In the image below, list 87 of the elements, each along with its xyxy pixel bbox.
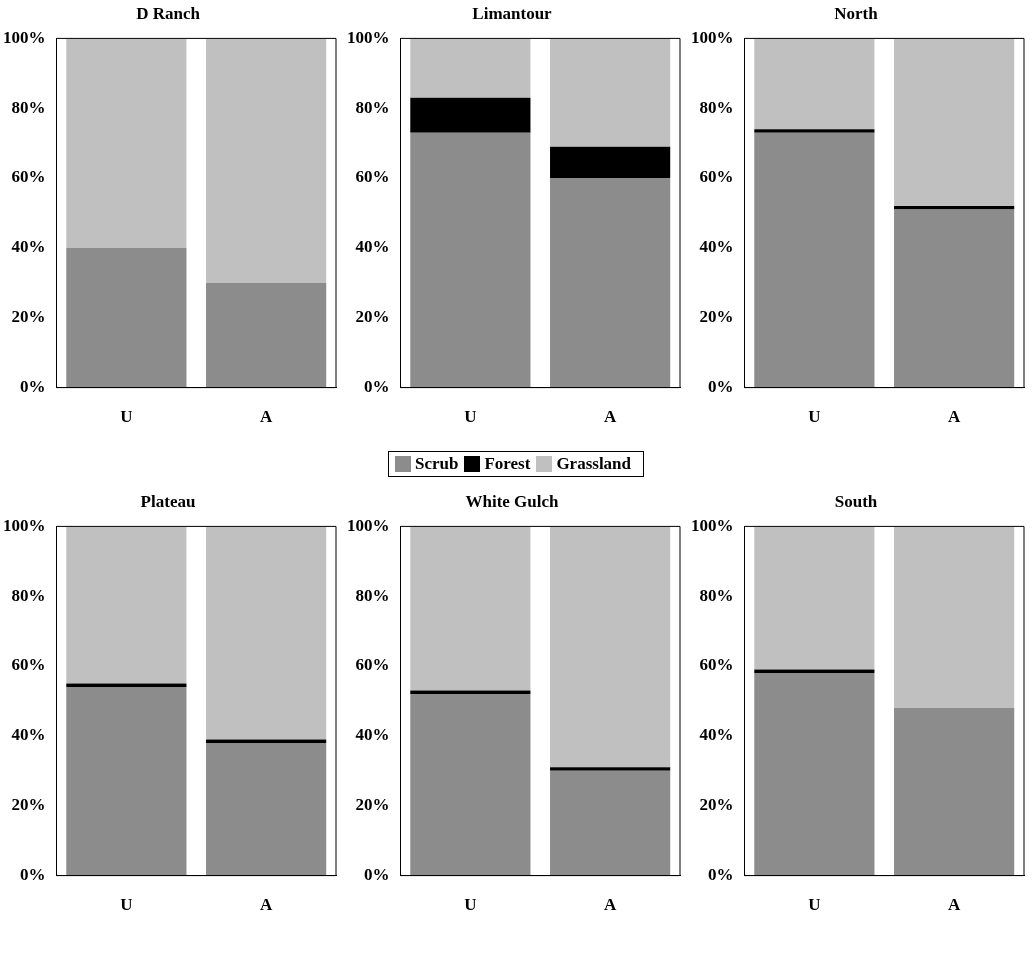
chart-title: Plateau — [140, 491, 196, 511]
y-tick-label: 100% — [691, 27, 734, 47]
bar — [754, 132, 875, 388]
y-tick-label: 40% — [355, 237, 390, 257]
y-tick-label: 80% — [355, 585, 390, 605]
bar — [754, 673, 875, 876]
bar — [410, 38, 531, 98]
y-tick-label: 100% — [3, 27, 46, 47]
bar — [410, 132, 531, 388]
bar — [754, 129, 875, 133]
x-tick-label: U — [808, 407, 821, 427]
y-tick-label: 20% — [355, 795, 390, 815]
y-tick-label: 100% — [691, 515, 734, 535]
bar — [410, 97, 531, 133]
bar — [66, 526, 187, 684]
y-tick-label: 0% — [20, 376, 46, 396]
bar — [550, 767, 671, 771]
bar — [410, 694, 531, 876]
y-tick-label: 100% — [347, 515, 390, 535]
y-tick-label: 20% — [699, 307, 734, 327]
y-tick-label: 60% — [699, 167, 734, 187]
y-tick-label: 0% — [20, 864, 46, 884]
x-tick-label: U — [808, 895, 821, 915]
x-tick-label: U — [464, 407, 477, 427]
bar — [206, 282, 327, 388]
y-tick-label: 40% — [699, 725, 734, 745]
y-tick-label: 20% — [699, 795, 734, 815]
bar — [550, 770, 671, 876]
bar — [894, 206, 1015, 210]
x-tick-label: A — [603, 895, 617, 915]
y-tick-label: 20% — [355, 307, 390, 327]
bar — [894, 526, 1015, 708]
chart-title: North — [834, 3, 879, 23]
bar — [206, 526, 327, 740]
chart-title: White Gulch — [465, 491, 560, 511]
y-tick-label: 60% — [699, 655, 734, 675]
y-tick-label: 0% — [708, 864, 734, 884]
x-tick-label: A — [603, 407, 617, 427]
x-tick-label: U — [120, 895, 133, 915]
y-tick-label: 100% — [347, 27, 390, 47]
y-tick-label: 80% — [11, 585, 46, 605]
bar — [410, 526, 531, 691]
y-tick-label: 40% — [11, 725, 46, 745]
bar — [206, 38, 327, 283]
bar — [550, 38, 671, 147]
y-tick-label: 80% — [699, 585, 734, 605]
y-tick-label: 80% — [355, 97, 390, 117]
bar — [66, 687, 187, 876]
y-tick-label: 60% — [355, 167, 390, 187]
chart-title: D Ranch — [136, 3, 201, 23]
x-tick-label: A — [259, 407, 273, 427]
legend-label: Forest — [484, 454, 531, 474]
bar — [66, 38, 187, 248]
y-tick-label: 20% — [11, 795, 46, 815]
y-tick-label: 40% — [355, 725, 390, 745]
bar — [550, 526, 671, 768]
bar — [754, 526, 875, 670]
y-tick-label: 60% — [355, 655, 390, 675]
legend-label: Grassland — [556, 454, 632, 474]
bar — [894, 38, 1015, 207]
chart-title: Limantour — [472, 3, 553, 23]
y-tick-label: 80% — [11, 97, 46, 117]
bar — [894, 707, 1015, 876]
bar — [754, 38, 875, 130]
bar — [206, 742, 327, 876]
y-tick-label: 100% — [3, 515, 46, 535]
y-tick-label: 20% — [11, 307, 46, 327]
bar — [66, 247, 187, 388]
y-tick-label: 0% — [708, 376, 734, 396]
bar — [894, 209, 1015, 388]
y-tick-label: 0% — [364, 376, 390, 396]
y-tick-label: 0% — [364, 864, 390, 884]
x-tick-label: U — [120, 407, 133, 427]
chart-title: South — [834, 491, 878, 511]
legend-label: Scrub — [414, 454, 459, 474]
x-tick-label: A — [947, 407, 961, 427]
y-tick-label: 40% — [699, 237, 734, 257]
x-tick-label: A — [947, 895, 961, 915]
y-tick-label: 40% — [11, 237, 46, 257]
y-tick-label: 60% — [11, 167, 46, 187]
y-tick-label: 60% — [11, 655, 46, 675]
x-tick-label: U — [464, 895, 477, 915]
bar — [550, 178, 671, 388]
bar — [550, 146, 671, 179]
bar — [206, 739, 327, 743]
x-tick-label: A — [259, 895, 273, 915]
y-tick-label: 80% — [699, 97, 734, 117]
